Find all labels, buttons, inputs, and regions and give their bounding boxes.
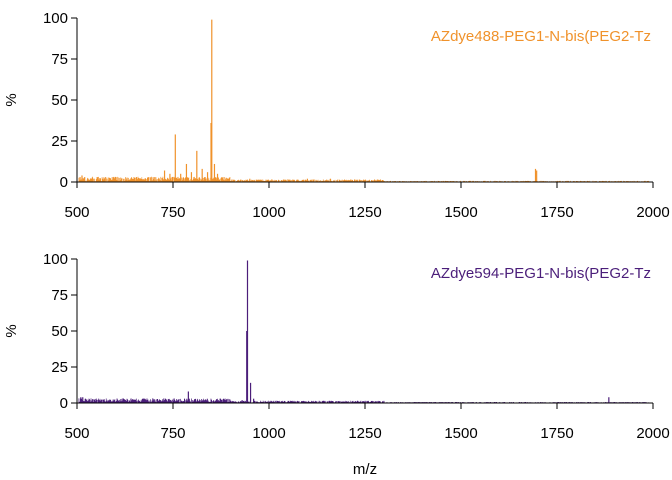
spectrum-panel-2: 0 25 50 75 100 500 750 1000 1250 1500 1750 2000% AZd… [3, 251, 670, 478]
y-tick-label: 50 [51, 323, 68, 340]
y-tick-label: 25 [51, 359, 68, 376]
x-tick-label: 1750 [540, 425, 573, 442]
y-tick-label: 100 [43, 10, 68, 27]
spectrum-panel-1: 0 25 50 75 100 500 750 1000 1250 1500 1750 2000% AZd… [3, 10, 670, 221]
y-tick-label: 75 [51, 287, 68, 304]
y-tick-label: 50 [51, 92, 68, 109]
x-tick-label: 750 [160, 204, 185, 221]
y-tick-label: 0 [60, 395, 68, 412]
series-legend-label: AZdye594-PEG1-N-bis(PEG2-Tz [431, 265, 651, 282]
x-tick-label: 500 [64, 425, 89, 442]
x-axis-title: m/z [353, 461, 377, 478]
y-tick-label: 0 [60, 174, 68, 191]
y-tick-label: 75 [51, 51, 68, 68]
x-tick-label: 750 [160, 425, 185, 442]
x-tick-label: 2000 [636, 425, 669, 442]
x-tick-label: 1250 [348, 204, 381, 221]
x-tick-label: 1500 [444, 425, 477, 442]
x-tick-label: 1000 [252, 204, 285, 221]
series-legend-label: AZdye488-PEG1-N-bis(PEG2-Tz [431, 28, 651, 45]
x-tick-label: 1750 [540, 204, 573, 221]
x-tick-label: 1000 [252, 425, 285, 442]
y-tick-label: 25 [51, 133, 68, 150]
y-tick-label: 100 [43, 251, 68, 268]
x-tick-label: 1250 [348, 425, 381, 442]
y-axis-title: % [3, 93, 20, 106]
y-axis-title: % [3, 324, 20, 337]
spectrum-noise [78, 398, 650, 403]
x-tick-label: 2000 [636, 204, 669, 221]
x-tick-label: 500 [64, 204, 89, 221]
x-tick-label: 1500 [444, 204, 477, 221]
